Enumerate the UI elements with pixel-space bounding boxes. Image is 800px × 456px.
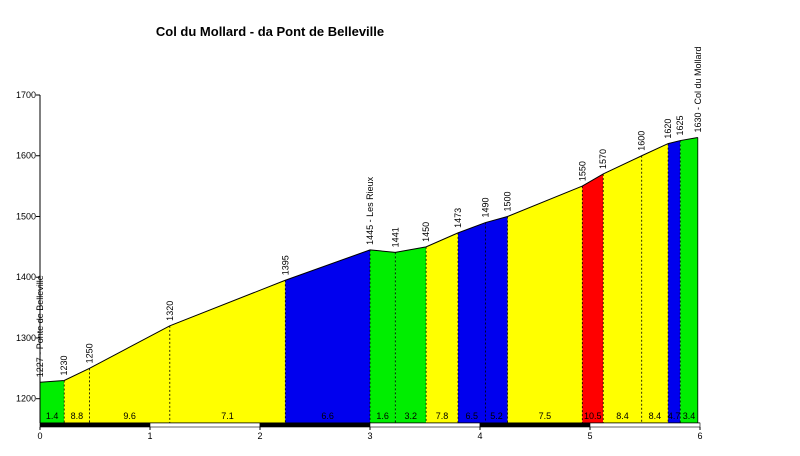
segment-area <box>395 246 427 423</box>
x-tick-label: 6 <box>697 431 702 441</box>
segment-gradient-label: 6.5 <box>465 411 478 421</box>
altitude-label: 1620 <box>663 119 673 139</box>
x-tick-label: 3 <box>367 431 372 441</box>
y-tick-label: 1200 <box>16 394 36 404</box>
segment-area <box>507 186 583 423</box>
segment-area <box>458 222 486 423</box>
segment-area <box>641 143 669 423</box>
altitude-label: 1250 <box>85 343 95 363</box>
segment-gradient-label: 8.8 <box>71 411 84 421</box>
altitude-label: 1450 <box>421 222 431 242</box>
x-tick-label: 2 <box>257 431 262 441</box>
segment-gradient-label: 10.5 <box>584 411 602 421</box>
segment-gradient-label: 7.5 <box>539 411 552 421</box>
segment-gradient-label: 5.2 <box>490 411 503 421</box>
segment-area <box>169 280 286 423</box>
segment-gradient-label: 7.1 <box>221 411 234 421</box>
altitude-label: 1445 - Les Rieux <box>365 176 375 245</box>
km-scale-bar <box>259 422 371 428</box>
altitude-label: 1570 <box>598 149 608 169</box>
segment-area <box>285 249 370 423</box>
km-scale-bar <box>589 422 701 428</box>
segment-area <box>582 173 604 423</box>
altitude-label: 1600 <box>637 131 647 151</box>
segment-area <box>89 325 170 423</box>
segment-gradient-label: 8.4 <box>616 411 629 421</box>
segment-gradient-label: 6.6 <box>321 411 334 421</box>
segment-gradient-label: 1.4 <box>46 411 59 421</box>
x-tick-label: 1 <box>147 431 152 441</box>
segment-area <box>603 155 642 424</box>
segment-gradient-label: 1.6 <box>376 411 389 421</box>
segment-area <box>485 216 508 423</box>
altitude-label: 1320 <box>165 301 175 321</box>
km-scale-bar <box>149 422 261 428</box>
km-scale-bar <box>479 422 591 428</box>
gradient-segments <box>40 137 698 424</box>
y-tick-label: 1700 <box>16 90 36 100</box>
km-scale-bar <box>39 422 151 428</box>
y-tick-label: 1600 <box>16 151 36 161</box>
axes: 1200 1300 1400 1500 1600 1700 0 1 2 3 4 5 6 <box>16 90 703 441</box>
segment-gradient-label: 9.6 <box>123 411 136 421</box>
altitude-label: 1550 <box>577 161 587 181</box>
altitude-label: 1230 <box>59 355 69 375</box>
chart-title: Col du Mollard - da Pont de Belleville <box>156 24 384 39</box>
segment-gradient-label: 4.7 <box>668 411 681 421</box>
altitude-label: 1625 <box>675 116 685 136</box>
km-scale-bar <box>369 422 481 428</box>
y-tick-label: 1500 <box>16 211 36 221</box>
altitude-label: 1473 <box>453 208 463 228</box>
segment-gradient-label: 7.8 <box>436 411 449 421</box>
profile-outline <box>39 137 699 423</box>
altitude-label: 1630 - Col du Mollard <box>693 46 703 132</box>
x-tick-label: 4 <box>477 431 482 441</box>
segment-area <box>668 140 681 424</box>
segment-gradient-label: 8.4 <box>649 411 662 421</box>
altitude-label: 1395 <box>280 255 290 275</box>
altitude-label: 1500 <box>503 191 513 211</box>
segment-area <box>370 249 396 423</box>
profile-line <box>39 137 698 383</box>
segment-area <box>40 380 65 423</box>
y-tick-label: 1300 <box>16 333 36 343</box>
segment-gradient-label: 3.2 <box>404 411 417 421</box>
x-tick-label: 5 <box>587 431 592 441</box>
segment-area <box>426 232 458 423</box>
altitude-label: 1441 <box>390 227 400 247</box>
altitude-label: 1490 <box>481 198 491 218</box>
y-tick-label: 1400 <box>16 272 36 282</box>
segment-gradient-label: 3.4 <box>683 411 696 421</box>
x-tick-label: 0 <box>37 431 42 441</box>
altitude-label: 1227 - Ponte de Belleville <box>35 275 45 377</box>
segment-area <box>680 137 698 423</box>
labels: 1.4 8.8 9.6 7.1 6.6 1.6 3.2 7.8 6.5 5.2 7.5 10.5 8.4… <box>35 46 703 421</box>
segment-area <box>64 368 90 423</box>
